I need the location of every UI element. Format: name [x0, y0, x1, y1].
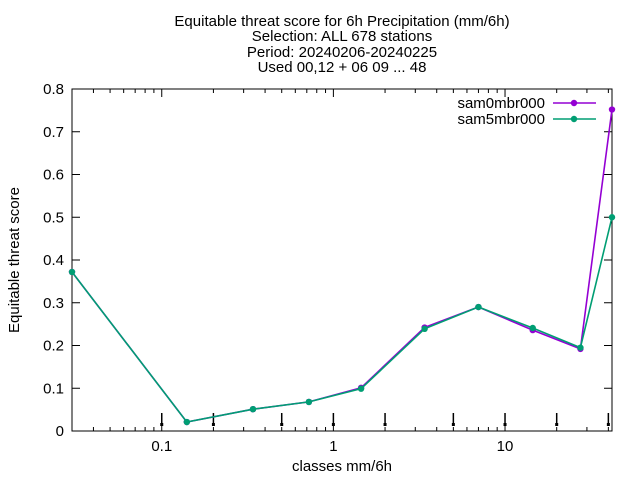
threshold-marker-dot [606, 423, 610, 426]
x-tick-label: 0.1 [151, 438, 172, 455]
threshold-marker-dot [160, 423, 164, 426]
series-layer [68, 106, 616, 426]
x-axis: 0.1 1 10 [92, 89, 609, 455]
plot-frame [71, 88, 613, 432]
y-tick-label: 0.6 [43, 167, 64, 184]
data-point-sam5mbr000 [305, 398, 313, 406]
data-point-sam5mbr000 [357, 385, 365, 392]
y-tick-label: 0.1 [43, 380, 64, 397]
title-line-1: Equitable threat score for 6h Precipitat… [174, 13, 509, 30]
data-point-sam5mbr000 [608, 214, 616, 221]
threshold-marker-dot [211, 423, 215, 426]
series-line-sam0mbr000 [71, 109, 613, 423]
legend-label: sam0mbr000 [457, 95, 545, 112]
data-point-sam5mbr000 [529, 324, 536, 332]
x-tick-label: 10 [497, 438, 514, 455]
y-tick-label: 0 [56, 423, 64, 440]
y-tick-label: 0.3 [43, 295, 64, 312]
data-point-sam5mbr000 [577, 344, 584, 351]
legend-swatch-point [570, 115, 578, 123]
threshold-marker-dot [383, 423, 387, 426]
threshold-marker-dot [451, 423, 455, 426]
y-axis: 0 0.1 0.2 0.3 0.4 0.5 0.6 0.7 0.8 [43, 81, 612, 440]
data-point-sam5mbr000 [249, 405, 257, 413]
threshold-marker-dot [331, 423, 335, 426]
y-axis-label: Equitable threat score [6, 187, 23, 333]
x-axis-label: classes mm/6h [292, 458, 392, 475]
x-tick-label: 1 [329, 438, 337, 455]
y-tick-label: 0.7 [43, 124, 64, 141]
y-tick-label: 0.2 [43, 338, 64, 355]
threshold-marker-dot [555, 423, 559, 426]
title-line-3: Period: 20240206-20240225 [247, 44, 437, 61]
threshold-marker-dot [503, 423, 507, 426]
title-line-2: Selection: ALL 678 stations [252, 28, 432, 45]
series-line-sam5mbr000 [71, 217, 613, 423]
legend-label: sam5mbr000 [457, 111, 545, 128]
data-point-sam5mbr000 [183, 418, 191, 426]
threshold-markers [160, 413, 610, 426]
data-point-sam5mbr000 [421, 325, 428, 333]
y-tick-label: 0.4 [43, 252, 64, 269]
data-point-sam5mbr000 [68, 268, 76, 276]
chart-title: Equitable threat score for 6h Precipitat… [174, 13, 509, 76]
legend-swatch-point [570, 99, 578, 107]
y-tick-label: 0.8 [43, 81, 64, 98]
threshold-marker-dot [280, 423, 284, 426]
y-tick-label: 0.5 [43, 209, 64, 226]
title-line-4: Used 00,12 + 06 09 ... 48 [258, 59, 427, 76]
data-point-sam0mbr000 [608, 106, 616, 113]
data-point-sam5mbr000 [475, 303, 482, 311]
